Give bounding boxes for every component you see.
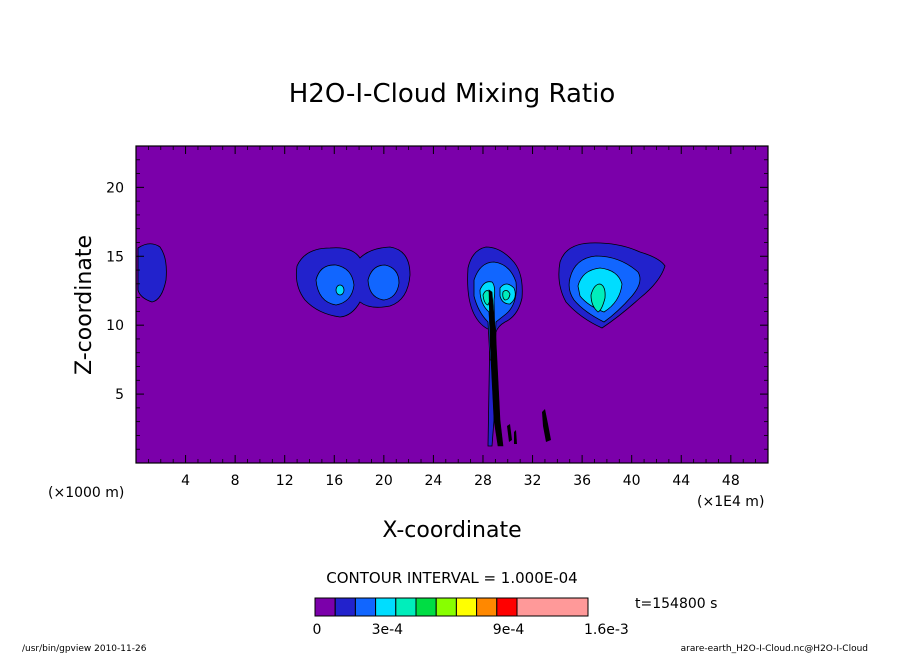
colorbar-swatch-2 xyxy=(354,597,377,617)
colorbar-label-1: 3e-4 xyxy=(372,622,404,638)
colorbar-label-3: 1.6e-3 xyxy=(584,622,629,638)
colorbar-swatch-3 xyxy=(375,597,397,617)
colorbar-swatch-8 xyxy=(476,597,498,617)
colorbar-labels: 0 3e-4 9e-4 1.6e-3 xyxy=(313,622,629,638)
x-tick-label-10: 44 xyxy=(672,473,690,489)
y-tick-label-3: 20 xyxy=(106,180,124,196)
x-axis-ticks: 4 8 12 16 20 24 28 32 36 40 44 48 xyxy=(147,146,757,489)
colorbar-swatch-1 xyxy=(334,597,356,617)
contour-interval-label: CONTOUR INTERVAL = 1.000E-04 xyxy=(326,569,577,587)
y-tick-label-1: 10 xyxy=(106,318,124,334)
plot-background xyxy=(136,146,768,463)
time-label: t=154800 s xyxy=(635,596,717,612)
x-tick-label-7: 32 xyxy=(524,473,542,489)
plot-frame xyxy=(135,145,769,464)
x-tick-label-9: 40 xyxy=(623,473,641,489)
x-tick-label-1: 8 xyxy=(231,473,240,489)
x-tick-label-8: 36 xyxy=(573,473,591,489)
colorbar-label-0: 0 xyxy=(313,622,322,638)
colorbar-swatch-5 xyxy=(415,597,437,617)
x-tick-label-11: 48 xyxy=(722,473,740,489)
colorbar-swatch-6 xyxy=(435,597,457,617)
cloud-region-3 xyxy=(467,246,551,447)
footer-left: /usr/bin/gpview 2010-11-26 xyxy=(22,644,147,654)
x-tick-label-0: 4 xyxy=(181,473,190,489)
plot-area xyxy=(135,145,769,464)
footer-right: arare-earth_H2O-I-Cloud.nc@H2O-I-Cloud xyxy=(681,644,868,654)
colorbar-swatch-4 xyxy=(395,597,417,617)
y-axis-label: Z-coordinate xyxy=(72,235,97,375)
x-tick-label-4: 20 xyxy=(375,473,393,489)
x-axis-label: X-coordinate xyxy=(382,518,521,543)
colorbar-swatch-0 xyxy=(314,597,336,617)
cloud-region-1 xyxy=(137,243,167,303)
colorbar-label-2: 9e-4 xyxy=(493,622,525,638)
x-unit-label: (×1E4 m) xyxy=(697,494,764,510)
x-tick-label-2: 12 xyxy=(276,473,294,489)
y-axis-ticks: 5 10 15 20 xyxy=(106,159,768,450)
colorbar xyxy=(314,597,589,617)
cloud-region-2 xyxy=(295,246,411,318)
x-tick-label-3: 16 xyxy=(325,473,343,489)
chart-title: H2O-I-Cloud Mixing Ratio xyxy=(289,79,616,109)
colorbar-swatch-9 xyxy=(496,597,518,617)
y-tick-label-2: 15 xyxy=(106,249,124,265)
colorbar-swatch-7 xyxy=(455,597,478,617)
colorbar-swatch-10 xyxy=(516,597,589,617)
x-tick-label-5: 24 xyxy=(424,473,442,489)
cloud-region-4 xyxy=(558,242,666,329)
x-tick-label-6: 28 xyxy=(474,473,492,489)
y-tick-label-0: 5 xyxy=(115,387,124,403)
y-unit-label: (×1000 m) xyxy=(48,485,124,501)
